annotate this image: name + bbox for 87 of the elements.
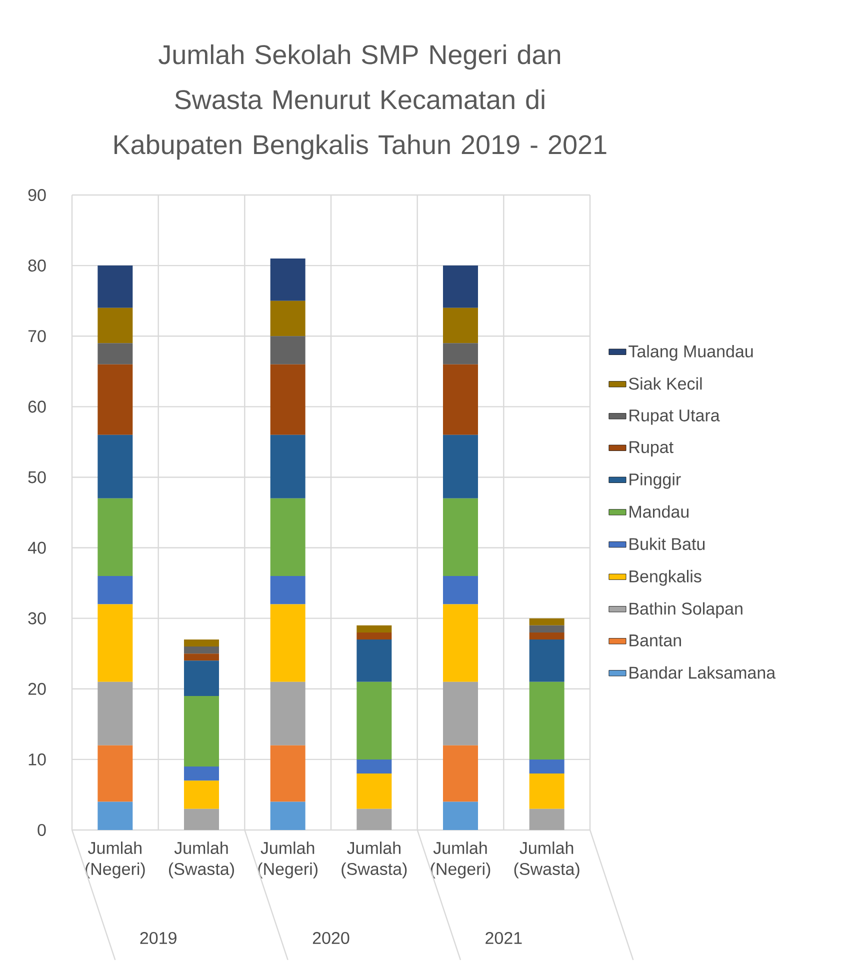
legend-label: Bantan <box>630 634 681 646</box>
bar <box>356 625 392 632</box>
bar <box>529 808 564 830</box>
bar <box>184 646 219 654</box>
x-tick-label: Jumlah (Negeri) <box>258 842 318 878</box>
bar <box>184 808 219 830</box>
bar <box>442 576 478 604</box>
bar <box>98 604 133 682</box>
bar <box>442 364 478 435</box>
legend-label: Siak Kecil <box>628 377 702 390</box>
bar <box>529 618 564 626</box>
bar <box>270 745 306 802</box>
x-tick-label: Jumlah (Swasta) <box>514 842 580 878</box>
y-tick-label: 70 <box>28 330 46 342</box>
bar <box>442 308 478 344</box>
legend-label: Pinggir <box>630 472 681 489</box>
text: 2021 <box>486 932 522 944</box>
y-tick-label: 10 <box>28 753 46 766</box>
bar <box>98 745 133 802</box>
bar <box>356 774 392 809</box>
bar <box>442 802 478 830</box>
bar <box>98 364 133 435</box>
bar <box>270 498 306 576</box>
bar <box>356 682 392 760</box>
bar <box>98 498 133 576</box>
bar <box>529 759 564 774</box>
bar <box>98 682 133 746</box>
y-tick-label: 50 <box>28 471 46 484</box>
y-tick-label: 80 <box>28 260 46 272</box>
bar <box>356 632 392 640</box>
bar <box>356 640 392 682</box>
bar <box>356 759 392 774</box>
legend-label: Mandau <box>630 505 688 518</box>
bar <box>98 802 133 830</box>
bar <box>442 745 478 802</box>
bar <box>529 682 564 760</box>
bar <box>184 766 219 781</box>
y-tick-label: 20 <box>28 682 46 695</box>
bar <box>184 660 219 696</box>
bar <box>98 576 133 604</box>
y-tick-label: 0 <box>38 824 46 836</box>
x-tick-label: Jumlah (Negeri) <box>86 842 145 878</box>
bar <box>270 300 306 336</box>
bar <box>356 808 392 830</box>
bar <box>442 434 478 498</box>
x-tick-label: Jumlah (Swasta) <box>169 842 234 878</box>
bar <box>98 343 133 364</box>
legend-label: Bengkalis <box>630 570 702 586</box>
legend-label: Bathin Solapan <box>630 602 742 618</box>
text: 2020 <box>312 932 350 944</box>
bar <box>442 604 478 682</box>
bar <box>270 576 306 604</box>
y-tick-label: 60 <box>28 400 46 413</box>
chart-title: Jumlah Sekolah SMP Negeri dan Swasta Menurut Kecamatan di Kabupaten Bengkalis Tahun 2019 - 2021 <box>114 44 606 160</box>
bar <box>184 640 219 647</box>
bar <box>184 696 219 766</box>
x-tick-label: Jumlah (Swasta) <box>342 842 407 878</box>
legend-label: Bukit Batu <box>630 538 705 550</box>
bar <box>270 364 306 435</box>
bar <box>442 682 478 746</box>
bar <box>270 434 306 498</box>
bar <box>184 654 219 661</box>
legend-label: Rupat <box>630 441 674 456</box>
legend-label: Rupat Utara <box>630 410 720 425</box>
bar <box>184 780 219 809</box>
legend-label: Bandar Laksamana <box>630 666 776 679</box>
bar <box>98 308 133 344</box>
text: 2019 <box>140 932 176 944</box>
legend-label: Talang Muandau <box>628 344 753 361</box>
y-tick-label: 40 <box>28 542 46 554</box>
bar <box>270 604 306 682</box>
bar <box>442 266 478 308</box>
bar <box>270 336 306 364</box>
bar <box>529 625 564 632</box>
bar <box>529 640 564 682</box>
x-tick-label: Jumlah (Negeri) <box>430 842 490 878</box>
bar <box>98 434 133 498</box>
y-tick-label: 90 <box>28 188 46 202</box>
bar <box>442 498 478 576</box>
bar <box>270 802 306 830</box>
bar <box>270 682 306 746</box>
bar <box>529 632 564 640</box>
bar <box>529 774 564 809</box>
bar <box>270 258 306 301</box>
y-tick-label: 30 <box>28 612 46 624</box>
bar <box>98 266 133 308</box>
bar <box>442 343 478 364</box>
